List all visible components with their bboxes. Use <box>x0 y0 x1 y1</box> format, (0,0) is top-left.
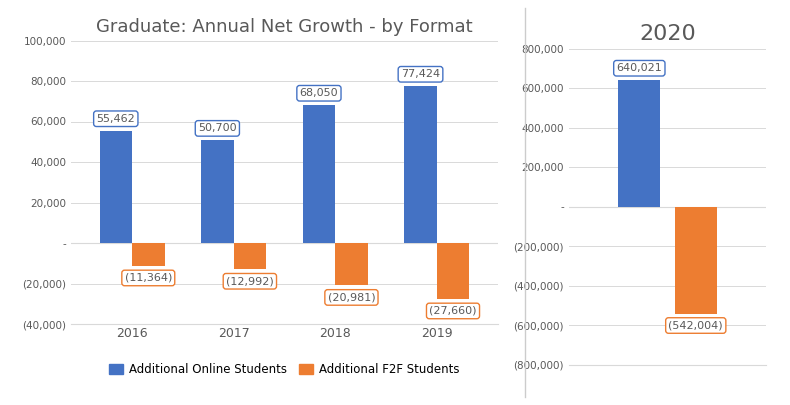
Text: 640,021: 640,021 <box>616 63 662 73</box>
Bar <box>201 141 234 243</box>
Text: (542,004): (542,004) <box>668 320 723 330</box>
Bar <box>335 243 367 286</box>
Text: 77,424: 77,424 <box>401 69 440 79</box>
Bar <box>100 131 132 243</box>
Legend: Additional Online Students, Additional F2F Students: Additional Online Students, Additional F… <box>104 358 465 380</box>
Text: 50,700: 50,700 <box>198 124 237 133</box>
Bar <box>404 86 437 243</box>
Title: Graduate: Annual Net Growth - by Format: Graduate: Annual Net Growth - by Format <box>96 18 472 36</box>
Text: (12,992): (12,992) <box>226 276 274 286</box>
Text: 68,050: 68,050 <box>299 88 338 98</box>
Bar <box>618 80 660 207</box>
Title: 2020: 2020 <box>639 24 696 44</box>
Bar <box>675 207 717 313</box>
Text: (20,981): (20,981) <box>328 292 375 303</box>
Bar <box>437 243 469 299</box>
Bar <box>234 243 266 269</box>
Text: (11,364): (11,364) <box>125 273 172 283</box>
Bar <box>132 243 164 266</box>
Bar <box>303 105 335 243</box>
Text: (27,660): (27,660) <box>429 306 476 316</box>
Text: 55,462: 55,462 <box>96 114 135 124</box>
